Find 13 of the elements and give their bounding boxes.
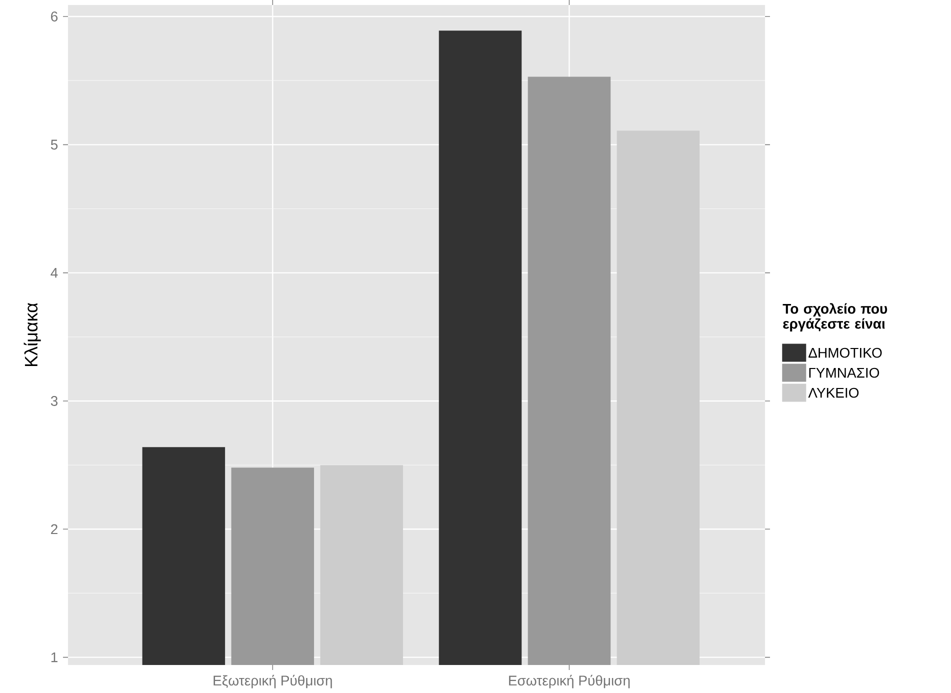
y-tick-label: 6 xyxy=(51,12,58,22)
legend-title: Το σχολείο που εργάζεστε είναι xyxy=(782,303,888,332)
y-tick-label: 1 xyxy=(51,652,58,662)
y-tick-label: 5 xyxy=(50,140,58,150)
x-tick-label: Εξωτερική Ρύθμιση xyxy=(214,674,332,688)
x-tick-label: Εσωτερική Ρύθμιση xyxy=(509,674,630,688)
y-tick-label: 2 xyxy=(51,524,58,534)
y-tick-label: 4 xyxy=(50,268,58,278)
y-tick-label: 3 xyxy=(50,396,58,406)
legend-label: ΔΗΜΟΤΙΚΟ xyxy=(808,348,882,358)
legend-label: ΓΥΜΝΑΣΙΟ xyxy=(809,368,880,378)
legend-label: ΛΥΚΕΙΟ xyxy=(808,388,859,398)
y-axis-title: Κλίμακα xyxy=(24,303,41,366)
